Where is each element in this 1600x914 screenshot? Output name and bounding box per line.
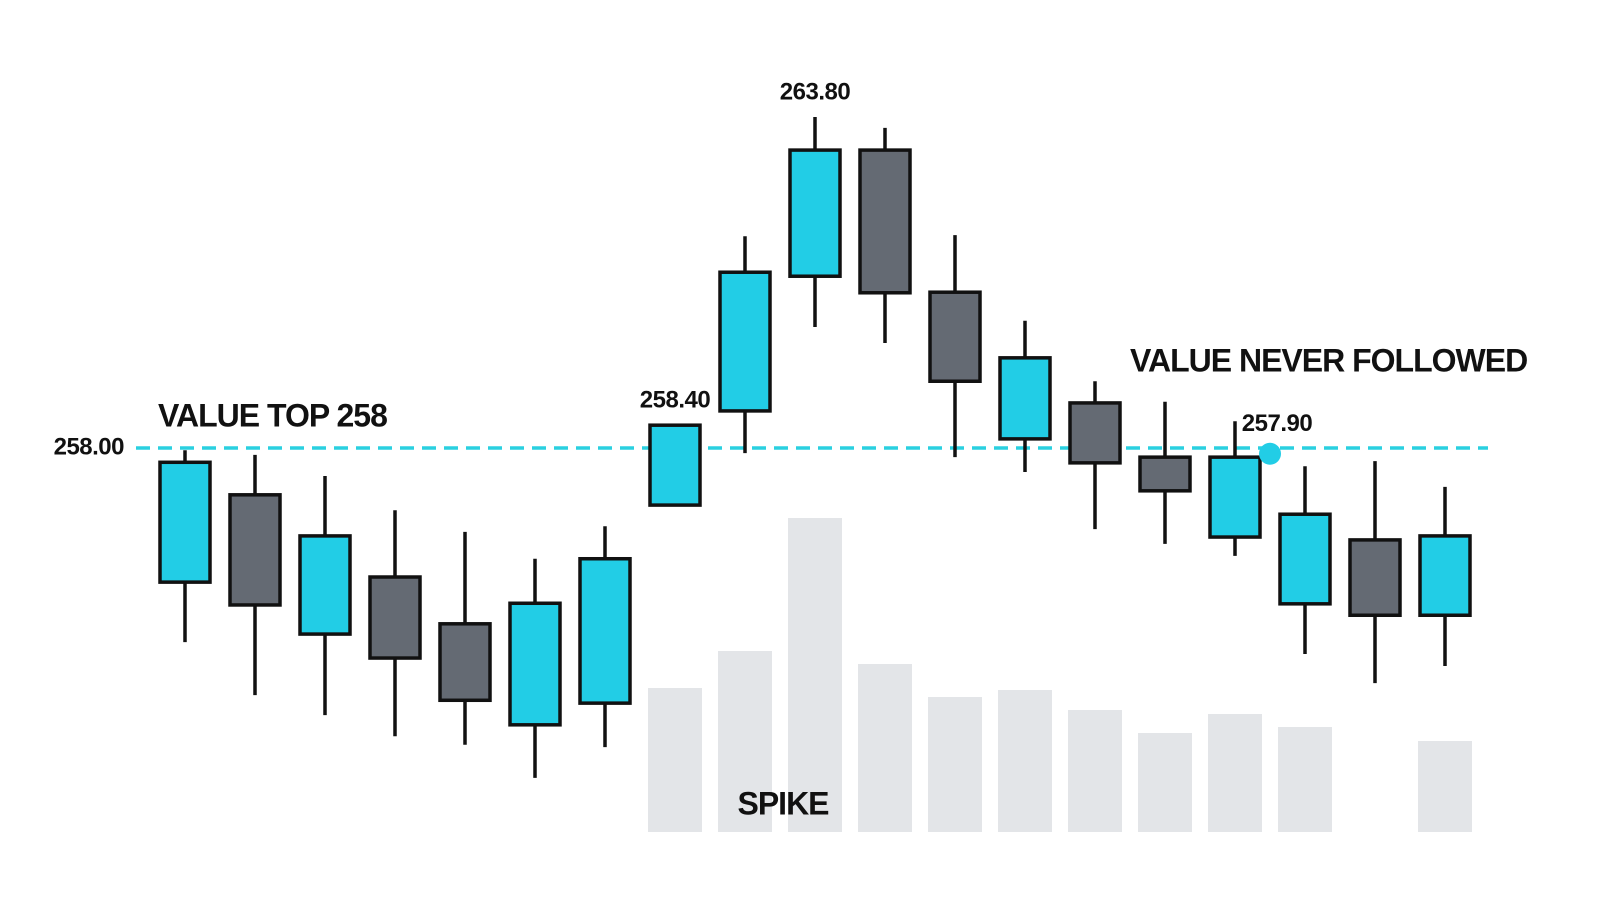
- volume-bar: [788, 518, 842, 832]
- candle-body: [1208, 455, 1262, 539]
- candle-body: [1418, 534, 1472, 617]
- volume-bar: [998, 690, 1052, 832]
- volume-bar: [1208, 714, 1262, 832]
- price-label: 258.40: [640, 387, 711, 414]
- volume-bar: [928, 697, 982, 832]
- candle-body: [1138, 455, 1192, 493]
- volume-bar: [1138, 733, 1192, 832]
- candle-body: [928, 290, 982, 383]
- candle-body: [1348, 538, 1402, 617]
- candle-body: [158, 460, 212, 584]
- volume-bar: [648, 688, 702, 832]
- marker-dot: [1259, 442, 1281, 465]
- candle-body: [998, 356, 1052, 441]
- candle-body: [508, 601, 562, 727]
- candle-body: [578, 556, 632, 705]
- volume-bar: [858, 664, 912, 832]
- marker-label: 257.90: [1242, 410, 1313, 437]
- candle-body: [228, 493, 282, 607]
- annotation: VALUE NEVER FOLLOWED: [1130, 342, 1527, 378]
- candle-body: [1068, 401, 1122, 465]
- candle-body: [788, 148, 842, 278]
- annotation: VALUE TOP 258: [158, 397, 387, 433]
- volume-bar: [1068, 710, 1122, 832]
- candle-body: [858, 148, 912, 295]
- volume-bar: [718, 651, 772, 832]
- candle-body: [438, 622, 492, 703]
- price-label: 263.80: [780, 78, 851, 105]
- candle-body: [298, 534, 352, 636]
- candle-body: [718, 270, 772, 413]
- reference-label: 258.00: [54, 433, 125, 460]
- candle-body: [368, 575, 422, 660]
- annotation: SPIKE: [737, 785, 829, 821]
- volume-bar: [1278, 727, 1332, 832]
- candle-body: [648, 423, 702, 507]
- candle-body: [1278, 512, 1332, 606]
- volume-bar: [1418, 741, 1472, 832]
